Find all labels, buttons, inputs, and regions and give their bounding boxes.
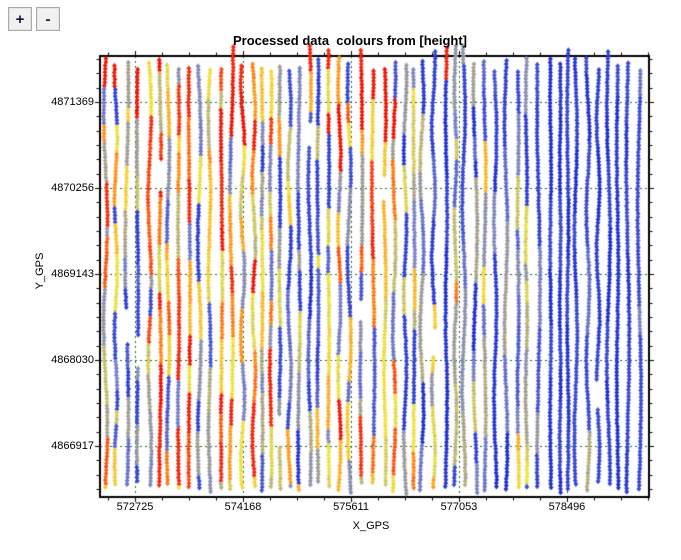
x-axis-label: X_GPS bbox=[352, 520, 390, 532]
y-tick-label: 4869143 bbox=[51, 267, 94, 280]
chart-title: Processed data colours from [height] bbox=[232, 33, 468, 48]
y-tick-label: 4868030 bbox=[51, 353, 94, 366]
y-tick-label: 4870256 bbox=[51, 181, 94, 194]
y-tick-label: 4871369 bbox=[51, 95, 94, 108]
x-tick-label: 578496 bbox=[548, 501, 586, 513]
x-tick-label: 577053 bbox=[440, 501, 478, 513]
x-tick-label: 572725 bbox=[116, 501, 154, 513]
x-tick-label: 574168 bbox=[224, 501, 262, 513]
x-tick-label: 575611 bbox=[333, 501, 369, 513]
y-tick-label: 4866917 bbox=[51, 439, 94, 452]
